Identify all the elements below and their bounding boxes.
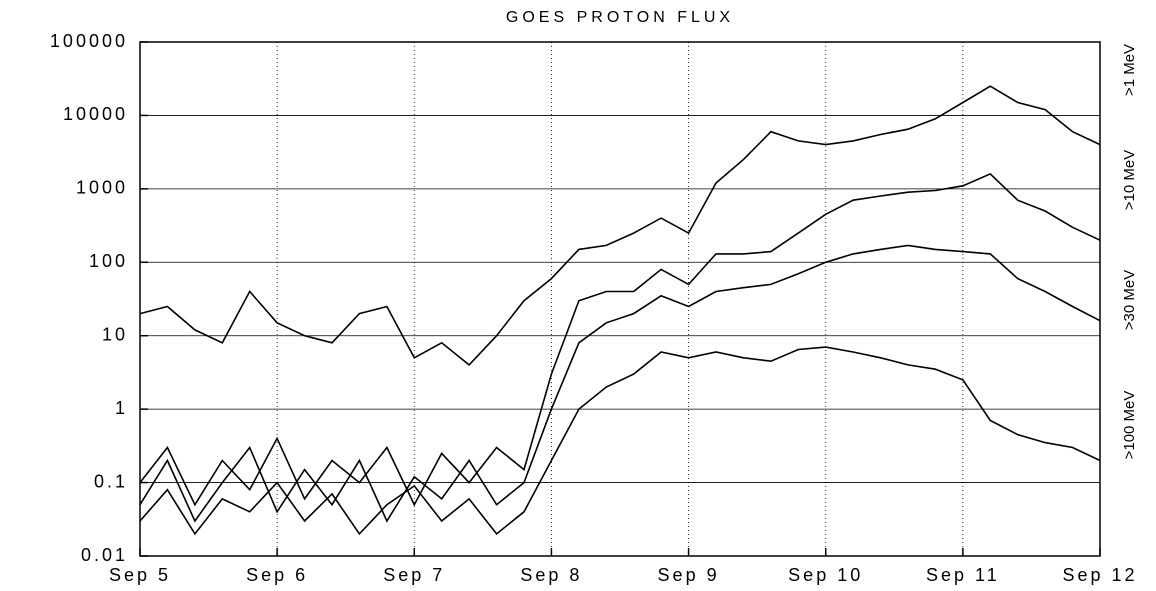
chart-title: GOES PROTON FLUX <box>506 9 734 26</box>
x-tick-label: Sep 7 <box>383 565 445 585</box>
series-label: >10 MeV <box>1121 150 1138 210</box>
x-tick-label: Sep 10 <box>788 565 863 585</box>
x-tick-label: Sep 11 <box>926 565 1000 585</box>
series-line <box>139 244 1101 523</box>
y-tick-label: 100 <box>89 251 128 271</box>
x-tick-label: Sep 5 <box>109 565 171 585</box>
y-tick-label: 0.01 <box>81 545 128 565</box>
x-tick-label: Sep 8 <box>520 565 582 585</box>
x-tick-label: Sep 6 <box>246 565 308 585</box>
series-line <box>139 346 1101 536</box>
y-tick-label: 10000 <box>63 104 128 124</box>
y-tick-label: 1000 <box>76 178 128 198</box>
series-label: >100 MeV <box>1121 391 1138 460</box>
series-line <box>139 172 1101 507</box>
x-tick-label: Sep 12 <box>1062 565 1137 585</box>
series-line <box>139 85 1101 366</box>
y-tick-label: 100000 <box>50 31 128 51</box>
y-tick-label: 0.1 <box>94 471 128 491</box>
y-tick-label: 10 <box>102 324 128 344</box>
series-label: >1 MeV <box>1121 44 1138 96</box>
series-label: >30 MeV <box>1121 270 1138 330</box>
plot-frame <box>139 41 1101 557</box>
x-tick-label: Sep 9 <box>658 565 720 585</box>
y-tick-label: 1 <box>115 398 128 418</box>
